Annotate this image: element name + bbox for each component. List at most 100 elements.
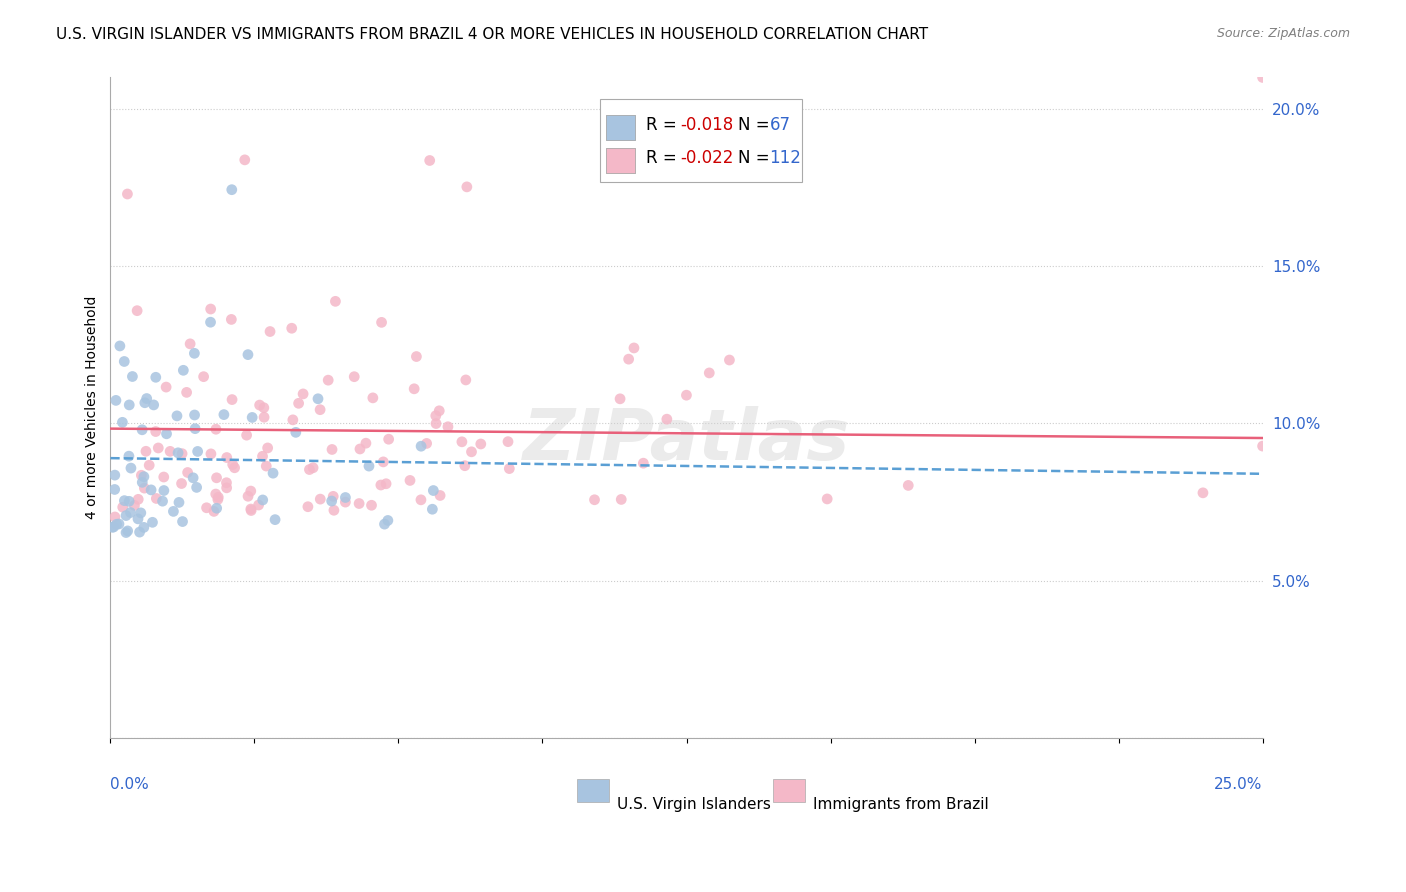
Point: [302, 460, 325, 475]
Point: [370, 478, 392, 492]
Point: [118, 449, 141, 463]
Text: N =: N =: [738, 116, 775, 134]
Text: 0.0%: 0.0%: [111, 777, 149, 792]
Point: [411, 439, 433, 453]
Text: -0.022: -0.022: [681, 149, 734, 167]
Point: [200, 447, 222, 461]
Point: [425, 417, 447, 431]
Point: [623, 341, 645, 355]
FancyBboxPatch shape: [606, 115, 634, 140]
FancyBboxPatch shape: [600, 99, 801, 182]
Point: [347, 496, 370, 510]
Point: [373, 517, 395, 532]
Point: [145, 425, 167, 439]
Point: [451, 434, 474, 449]
Point: [221, 392, 243, 407]
Point: [264, 513, 287, 527]
Point: [259, 325, 281, 339]
Point: [240, 503, 263, 517]
Point: [236, 489, 259, 503]
Point: [148, 441, 170, 455]
Point: [222, 458, 245, 472]
Point: [655, 412, 678, 426]
Point: [204, 487, 226, 501]
Point: [360, 498, 382, 512]
Point: [321, 442, 343, 457]
Point: [215, 450, 238, 465]
Point: [202, 504, 225, 518]
Point: [422, 502, 444, 516]
Point: [129, 506, 152, 520]
Point: [176, 466, 198, 480]
Point: [145, 491, 167, 506]
Point: [111, 415, 134, 429]
Point: [427, 404, 450, 418]
Point: [162, 504, 184, 518]
Point: [256, 441, 278, 455]
Text: U.S. Virgin Islanders: U.S. Virgin Islanders: [617, 797, 772, 813]
Text: U.S. VIRGIN ISLANDER VS IMMIGRANTS FROM BRAZIL 4 OR MORE VEHICLES IN HOUSEHOLD C: U.S. VIRGIN ISLANDER VS IMMIGRANTS FROM …: [56, 27, 928, 42]
Point: [373, 455, 395, 469]
Point: [112, 493, 135, 508]
Point: [253, 410, 276, 425]
Point: [284, 425, 307, 440]
Point: [167, 495, 190, 509]
Point: [454, 373, 477, 387]
Point: [239, 484, 262, 499]
Point: [155, 380, 177, 394]
Point: [104, 393, 127, 408]
Point: [415, 436, 437, 450]
Point: [183, 408, 205, 422]
Point: [183, 346, 205, 360]
Point: [205, 471, 228, 485]
Point: [1192, 486, 1215, 500]
Text: R =: R =: [647, 116, 682, 134]
Point: [240, 410, 263, 425]
Point: [335, 495, 357, 509]
Point: [131, 475, 153, 490]
Point: [343, 369, 366, 384]
Point: [176, 385, 198, 400]
Point: [425, 409, 447, 423]
Point: [309, 492, 332, 507]
Point: [815, 491, 838, 506]
Point: [118, 494, 141, 508]
Text: Immigrants from Brazil: Immigrants from Brazil: [813, 797, 988, 813]
Point: [138, 458, 160, 473]
Point: [179, 336, 201, 351]
Point: [675, 388, 697, 402]
Point: [159, 444, 181, 458]
Point: [181, 471, 204, 485]
Point: [184, 422, 207, 436]
Point: [145, 370, 167, 384]
Point: [322, 489, 344, 503]
Point: [172, 515, 194, 529]
Point: [437, 419, 460, 434]
Point: [253, 401, 276, 415]
FancyBboxPatch shape: [576, 780, 609, 803]
Point: [454, 458, 477, 473]
Point: [583, 492, 606, 507]
Point: [117, 524, 139, 538]
Point: [170, 447, 193, 461]
Point: [292, 387, 315, 401]
Point: [104, 510, 127, 524]
Point: [186, 480, 208, 494]
Point: [224, 460, 246, 475]
Point: [153, 483, 176, 498]
Text: 67: 67: [769, 116, 790, 134]
Point: [167, 446, 190, 460]
Point: [281, 413, 304, 427]
Point: [1251, 439, 1274, 453]
Point: [104, 483, 127, 497]
Point: [172, 363, 194, 377]
Text: 112: 112: [769, 149, 801, 167]
Point: [254, 459, 277, 474]
Point: [115, 525, 138, 540]
Text: N =: N =: [738, 149, 775, 167]
Point: [115, 508, 138, 523]
Point: [375, 476, 398, 491]
Point: [422, 483, 444, 498]
Point: [117, 186, 139, 201]
Point: [195, 500, 218, 515]
